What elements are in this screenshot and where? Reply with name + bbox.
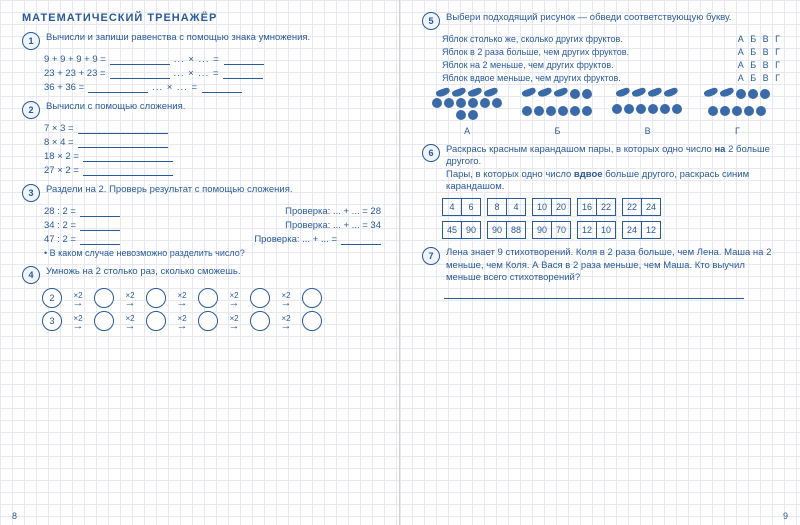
task-number: 1 bbox=[22, 32, 40, 50]
task-2: 2 Вычисли с помощью сложения. 7 × 3 = 8 … bbox=[22, 101, 381, 176]
task-number: 2 bbox=[22, 101, 40, 119]
page-right: 5 Выбери подходящий рисунок — обведи соо… bbox=[400, 0, 800, 525]
pairs-row-2: 4590 9088 9070 1210 2412 bbox=[442, 221, 782, 239]
task-7: 7 Лена знает 9 стихотворений. Коля в 2 р… bbox=[422, 247, 782, 302]
task-prompt: Вычисли и запиши равенства с помощью зна… bbox=[46, 32, 310, 44]
task-2-lines: 7 × 3 = 8 × 4 = 18 × 2 = 27 × 2 = bbox=[44, 123, 381, 176]
task-4: 4 Умножь на 2 столько раз, сколько сможе… bbox=[22, 266, 381, 331]
page-number: 9 bbox=[783, 511, 788, 521]
page-left: МАТЕМАТИЧЕСКИЙ ТРЕНАЖЁР 1 Вычисли и запи… bbox=[0, 0, 400, 525]
task-prompt: Вычисли с помощью сложения. bbox=[46, 101, 185, 113]
task-prompt: Лена знает 9 стихотворений. Коля в 2 раз… bbox=[446, 247, 782, 284]
task-number: 6 bbox=[422, 144, 440, 162]
task-3-note: • В каком случае невозможно разделить чи… bbox=[44, 248, 381, 258]
task-prompt: Раскрась красным карандашом пары, в кото… bbox=[446, 144, 782, 193]
task-number: 4 bbox=[22, 266, 40, 284]
task-prompt: Раздели на 2. Проверь результат с помощь… bbox=[46, 184, 293, 196]
task-6: 6 Раскрась красным карандашом пары, в ко… bbox=[422, 144, 782, 239]
page-number: 8 bbox=[12, 511, 17, 521]
task-3: 3 Раздели на 2. Проверь результат с помо… bbox=[22, 184, 381, 258]
task-1: 1 Вычисли и запиши равенства с помощью з… bbox=[22, 32, 381, 93]
fruit-labels: А Б В Г bbox=[422, 126, 782, 136]
task-1-lines: 9 + 9 + 9 + 9 =... × ... = 23 + 23 + 23 … bbox=[44, 54, 381, 93]
chain-diagram: 2 ×2 ×2 ×2 ×2 ×2 3 ×2 ×2 ×2 ×2 ×2 bbox=[42, 288, 381, 331]
pairs-row-1: 46 84 1020 1622 2224 bbox=[442, 198, 782, 216]
task-3-lines: 28 : 2 =Проверка: ... + ... = 28 34 : 2 … bbox=[44, 206, 381, 245]
task-number: 7 bbox=[422, 247, 440, 265]
task-prompt: Выбери подходящий рисунок — обведи соотв… bbox=[446, 12, 731, 24]
task-number: 5 bbox=[422, 12, 440, 30]
fruit-pictures bbox=[422, 89, 782, 120]
task-number: 3 bbox=[22, 184, 40, 202]
workbook-spread: МАТЕМАТИЧЕСКИЙ ТРЕНАЖЁР 1 Вычисли и запи… bbox=[0, 0, 800, 525]
task-5: 5 Выбери подходящий рисунок — обведи соо… bbox=[422, 12, 782, 136]
task-prompt: Умножь на 2 столько раз, сколько сможешь… bbox=[46, 266, 241, 278]
section-header: МАТЕМАТИЧЕСКИЙ ТРЕНАЖЁР bbox=[22, 12, 381, 24]
